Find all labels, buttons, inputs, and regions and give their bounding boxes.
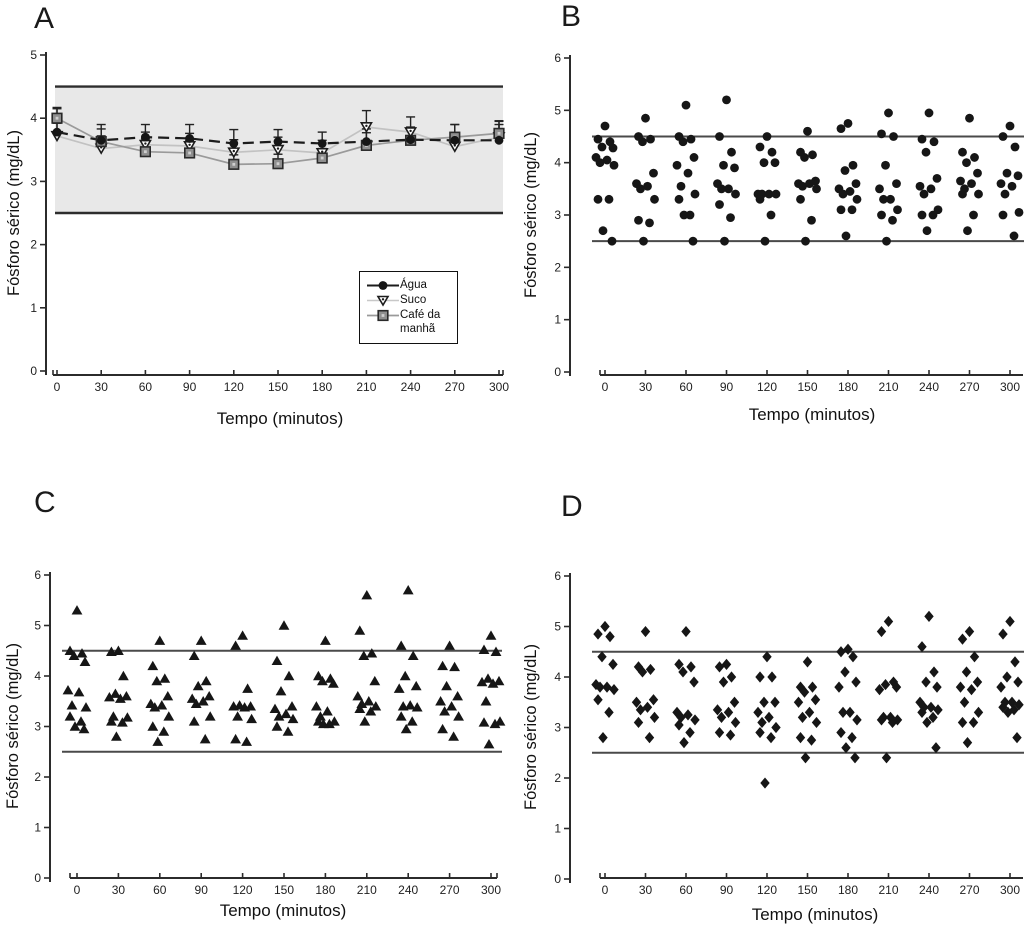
svg-text:2: 2 [30,238,37,252]
svg-text:5: 5 [554,103,561,117]
svg-text:60: 60 [139,380,153,394]
svg-text:2: 2 [554,260,561,274]
svg-text:4: 4 [554,156,561,170]
svg-text:30: 30 [639,380,653,394]
suco-line-marker-icon [367,295,399,307]
svg-text:270: 270 [440,883,460,897]
svg-text:4: 4 [34,669,41,683]
panel-b-x-axis-label: Tempo (minutos) [748,405,876,424]
svg-text:30: 30 [95,380,109,394]
legend-entry-suco: Suco [366,294,455,307]
svg-text:150: 150 [797,380,817,394]
svg-text:300: 300 [489,380,509,394]
svg-text:270: 270 [959,380,979,394]
svg-text:90: 90 [720,380,734,394]
panel-c-letter: C [34,486,56,519]
legend-label-cafe: Café da manhã [400,309,441,335]
svg-text:5: 5 [554,620,561,634]
svg-text:30: 30 [112,883,126,897]
panel-b-letter: B [561,0,582,33]
svg-text:1: 1 [554,313,561,327]
svg-text:0: 0 [34,871,41,885]
legend-label-agua: Água [400,279,427,291]
agua-line-marker-icon [367,281,399,290]
panel-a-legend: Água Suco Café da manhã [359,271,458,344]
panel-d-letter: D [561,490,583,523]
svg-text:240: 240 [919,380,939,394]
svg-text:3: 3 [34,720,41,734]
panel-d-x-axis-label: Tempo (minutos) [751,905,879,924]
svg-text:270: 270 [445,380,465,394]
svg-text:1: 1 [30,301,37,315]
svg-text:240: 240 [401,380,421,394]
svg-text:6: 6 [554,569,561,583]
panel-b-y-axis-label: Fósforo sérico (mg/dL) [522,132,540,298]
svg-text:0: 0 [54,380,61,394]
svg-text:0: 0 [30,364,37,378]
panel-c-x-axis-label: Tempo (minutos) [219,901,347,920]
svg-text:0: 0 [554,872,561,886]
svg-text:120: 120 [757,883,777,897]
legend-label-suco: Suco [400,294,427,307]
svg-text:30: 30 [639,883,653,897]
panel-a-y-axis-label: Fósforo sérico (mg/dL) [5,130,23,296]
svg-text:0: 0 [602,883,609,897]
svg-text:6: 6 [554,51,561,65]
svg-text:120: 120 [757,380,777,394]
svg-text:300: 300 [481,883,501,897]
svg-text:150: 150 [274,883,294,897]
svg-text:180: 180 [838,380,858,394]
svg-text:5: 5 [30,48,37,62]
svg-text:4: 4 [554,670,561,684]
svg-text:0: 0 [554,365,561,379]
panel-A-plot: 0 1 2 3 4 5 0 30 60 90 120 150 180 210 240 270 300 [30,48,509,394]
svg-text:90: 90 [183,380,197,394]
legend-entry-cafe: Café da manhã [366,309,455,335]
panel-a-letter: A [34,2,55,35]
svg-text:240: 240 [398,883,418,897]
svg-text:180: 180 [315,883,335,897]
svg-text:5: 5 [34,619,41,633]
legend-entry-agua: Água [366,279,455,292]
svg-text:150: 150 [797,883,817,897]
svg-text:60: 60 [679,883,693,897]
panel-a-x-axis-label: Tempo (minutos) [216,409,344,428]
svg-text:270: 270 [959,883,979,897]
cafe-line-marker-icon [367,310,399,322]
svg-text:210: 210 [878,380,898,394]
panel-d-y-axis-label: Fósforo sérico (mg/dL) [522,644,540,810]
svg-text:300: 300 [1000,883,1020,897]
svg-text:90: 90 [195,883,209,897]
svg-text:3: 3 [554,721,561,735]
svg-text:1: 1 [554,822,561,836]
svg-text:4: 4 [30,111,37,125]
svg-text:6: 6 [34,568,41,582]
svg-text:1: 1 [34,821,41,835]
svg-text:210: 210 [878,883,898,897]
svg-text:180: 180 [838,883,858,897]
svg-text:60: 60 [153,883,167,897]
svg-text:3: 3 [554,208,561,222]
svg-text:300: 300 [1000,380,1020,394]
svg-text:120: 120 [224,380,244,394]
svg-text:0: 0 [74,883,81,897]
svg-text:210: 210 [357,883,377,897]
svg-text:150: 150 [268,380,288,394]
svg-text:0: 0 [602,380,609,394]
svg-text:2: 2 [34,770,41,784]
svg-text:2: 2 [554,771,561,785]
svg-text:3: 3 [30,174,37,188]
svg-text:240: 240 [919,883,939,897]
svg-text:180: 180 [312,380,332,394]
svg-text:90: 90 [720,883,734,897]
panel-c-y-axis-label: Fósforo sérico (mg/dL) [4,643,22,809]
svg-text:120: 120 [233,883,253,897]
svg-text:210: 210 [356,380,376,394]
svg-text:60: 60 [679,380,693,394]
